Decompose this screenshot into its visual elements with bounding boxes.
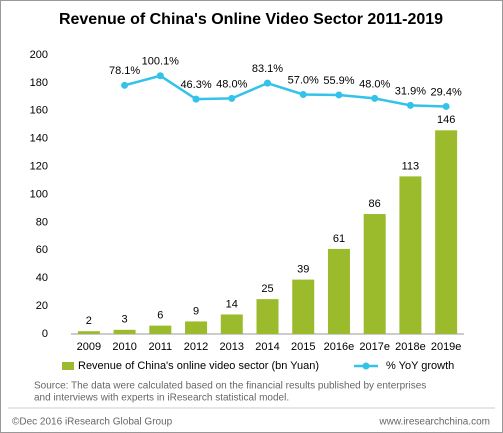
bar [220, 314, 243, 334]
growth-line [124, 74, 447, 108]
growth-label: 31.9% [395, 85, 426, 97]
growth-point [299, 90, 307, 98]
bar-label: 25 [261, 283, 273, 295]
source-line: and interviews with experts in iResearch… [34, 393, 289, 404]
growth-point [156, 72, 164, 80]
bar [363, 214, 386, 334]
bar [185, 321, 208, 334]
footer-right: www.iresearchchina.com [378, 417, 490, 428]
bar-label: 14 [226, 298, 238, 310]
y-tick-label: 120 [30, 161, 48, 173]
growth-point [264, 79, 271, 87]
y-tick-label: 100 [30, 188, 48, 200]
y-tick-label: 80 [36, 216, 48, 228]
x-tick-label: 2014 [255, 341, 279, 353]
y-tick-label: 60 [36, 244, 48, 256]
x-tick-label: 2016e [324, 341, 355, 353]
y-tick-label: 160 [30, 105, 48, 117]
growth-point [371, 94, 379, 102]
legend-swatch [62, 362, 74, 370]
legend-swatch [362, 362, 370, 370]
growth-label: 100.1% [142, 56, 180, 68]
x-tick-label: 2010 [112, 341, 136, 353]
growth-label: 55.9% [323, 75, 354, 87]
bar-label: 86 [369, 198, 381, 210]
growth-label: 83.1% [252, 63, 283, 75]
bar [292, 279, 315, 334]
growth-point [406, 101, 414, 109]
x-tick-label: 2019e [431, 341, 462, 353]
growth-label: 78.1% [109, 65, 140, 77]
growth-label: 48.0% [216, 78, 247, 90]
bar-label: 113 [402, 160, 420, 172]
growth-label: 46.3% [180, 79, 211, 91]
bar-label: 6 [157, 310, 163, 322]
bar-label: 61 [333, 233, 345, 245]
growth-label: 29.4% [431, 86, 462, 98]
y-tick-label: 140 [30, 133, 48, 145]
bar-label: 3 [122, 314, 128, 326]
growth-point [442, 102, 450, 110]
y-tick-label: 200 [30, 49, 48, 61]
x-tick-label: 2012 [184, 341, 208, 353]
legend-label: Revenue of China's online video sector (… [78, 360, 319, 372]
y-tick-label: 180 [30, 77, 48, 89]
growth-point [192, 95, 200, 103]
bar-label: 146 [437, 114, 455, 126]
x-tick-label: 2009 [77, 341, 101, 353]
bar [327, 248, 350, 334]
bar [149, 325, 172, 334]
legend-label: % YoY growth [386, 360, 454, 372]
x-tick-label: 2011 [148, 341, 172, 353]
y-tick-label: 0 [42, 328, 48, 340]
bar-label: 2 [86, 315, 92, 327]
x-tick-label: 2017e [359, 341, 390, 353]
x-tick-label: 2013 [220, 341, 244, 353]
growth-label: 48.0% [359, 78, 390, 90]
growth-point [335, 91, 343, 99]
bar-label: 9 [193, 305, 199, 317]
bar [256, 299, 279, 334]
x-tick-label: 2018e [395, 341, 426, 353]
growth-point [121, 81, 129, 89]
growth-point [228, 94, 236, 102]
y-tick-label: 20 [36, 300, 48, 312]
y-tick-label: 40 [36, 272, 48, 284]
bar-label: 39 [297, 264, 309, 276]
bar [77, 331, 100, 334]
bar [113, 329, 136, 334]
growth-label: 57.0% [288, 74, 319, 86]
bar [399, 176, 422, 334]
footer-left: ©Dec 2016 iResearch Global Group [12, 417, 173, 428]
chart-title: Revenue of China's Online Video Sector 2… [59, 11, 443, 28]
x-tick-label: 2015 [291, 341, 315, 353]
bar [435, 130, 458, 334]
source-line: Source: The data were calculated based o… [34, 381, 426, 392]
